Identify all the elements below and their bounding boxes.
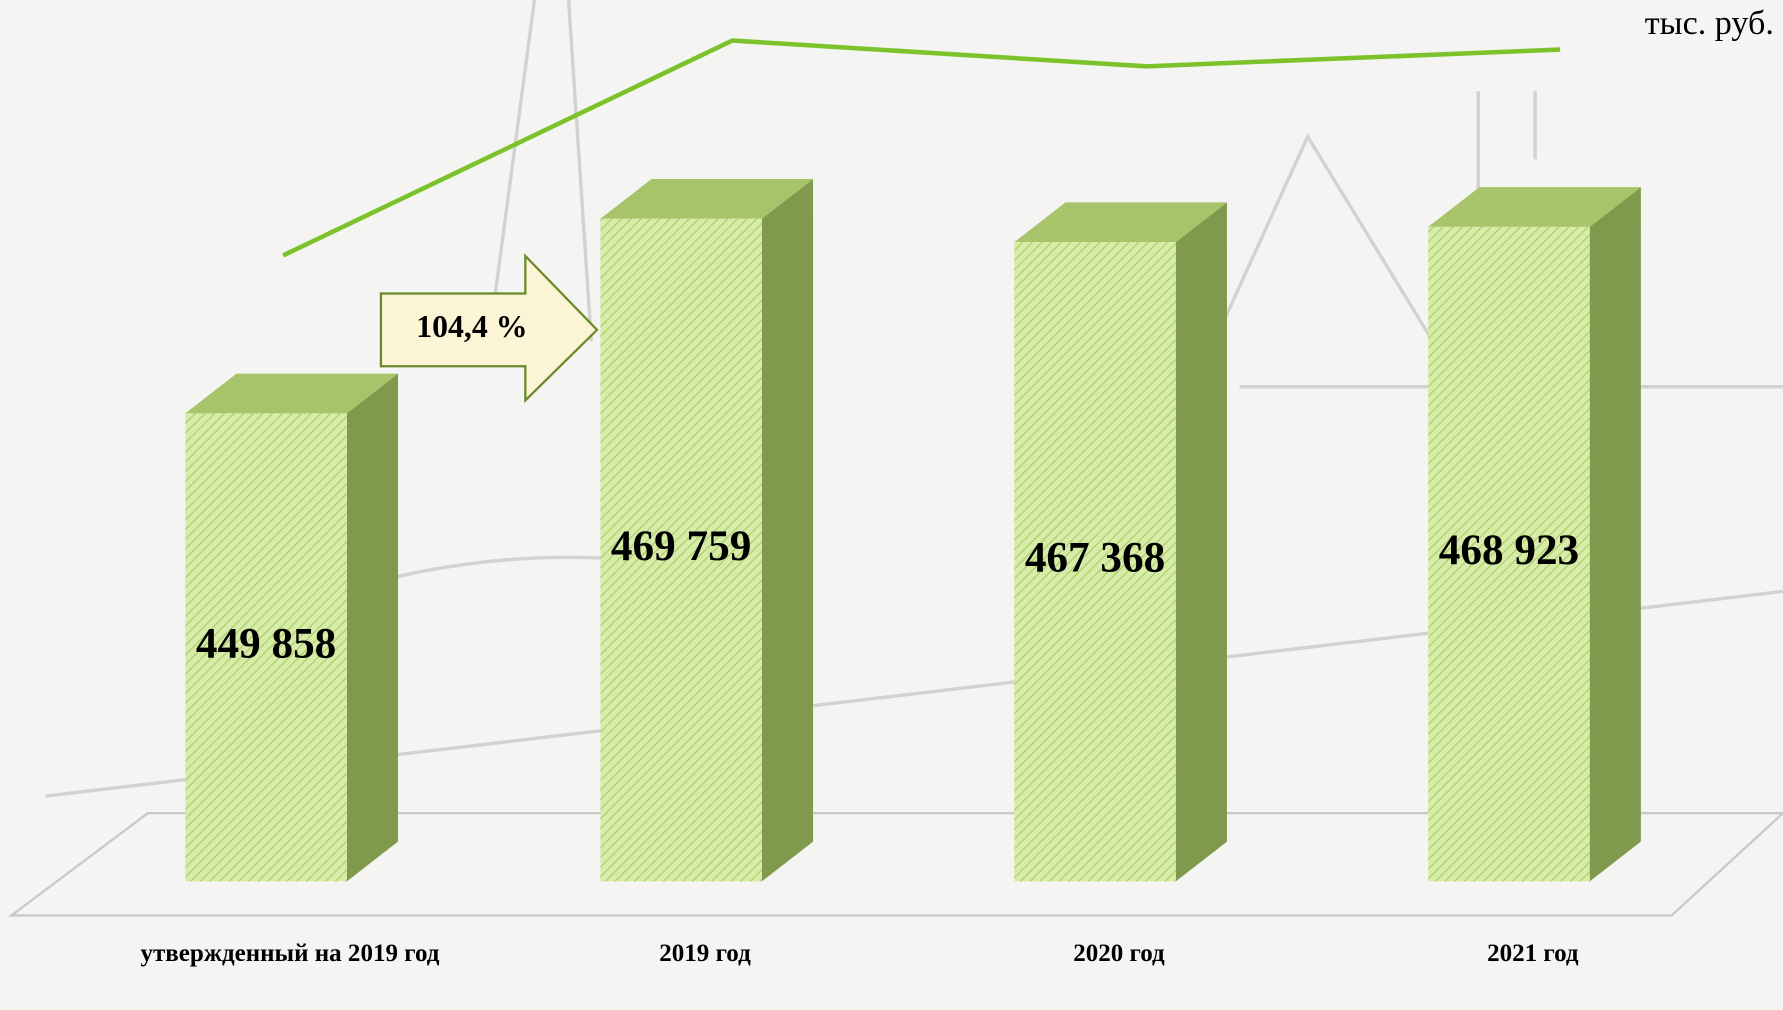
x-tick-label-text: 2020 год — [1073, 938, 1165, 967]
bar-top — [1014, 202, 1227, 243]
x-tick-label-text: 2019 год — [659, 938, 751, 967]
bar-front — [600, 218, 762, 882]
value-label: 469 759 — [611, 522, 751, 570]
bar-side — [1589, 187, 1641, 882]
x-tick-label-text: 2021 год — [1487, 938, 1579, 967]
x-tick-label-text: утвержденный на 2019 год — [140, 938, 440, 967]
bar-front — [1428, 226, 1590, 882]
annotation: 104,4 % — [416, 309, 527, 344]
value-label: 449 858 — [196, 619, 336, 667]
bar — [1014, 202, 1227, 882]
bar-side — [346, 373, 398, 882]
value-label: 468 923 — [1439, 526, 1579, 574]
bar-top — [1428, 187, 1641, 227]
bar-side — [1175, 202, 1227, 882]
bar-front — [1014, 242, 1176, 882]
bar-top — [185, 373, 398, 414]
x-tick-label: 2021 год — [1487, 938, 1579, 967]
x-tick-label: 2019 год — [659, 938, 751, 967]
bar — [600, 178, 814, 882]
unit-label: тыс. руб. — [1645, 5, 1774, 42]
bar — [1428, 187, 1641, 882]
value-label: 467 368 — [1025, 534, 1165, 582]
annotation-arrow — [379, 253, 599, 404]
bar-top — [600, 178, 814, 219]
bar-side — [761, 178, 814, 882]
trend-line — [282, 38, 1561, 258]
bar-front — [185, 413, 347, 882]
floor — [7, 812, 1783, 917]
x-tick-label: утвержденный на 2019 год — [140, 938, 440, 967]
bar — [185, 373, 398, 882]
x-tick-label: 2020 год — [1073, 938, 1165, 967]
